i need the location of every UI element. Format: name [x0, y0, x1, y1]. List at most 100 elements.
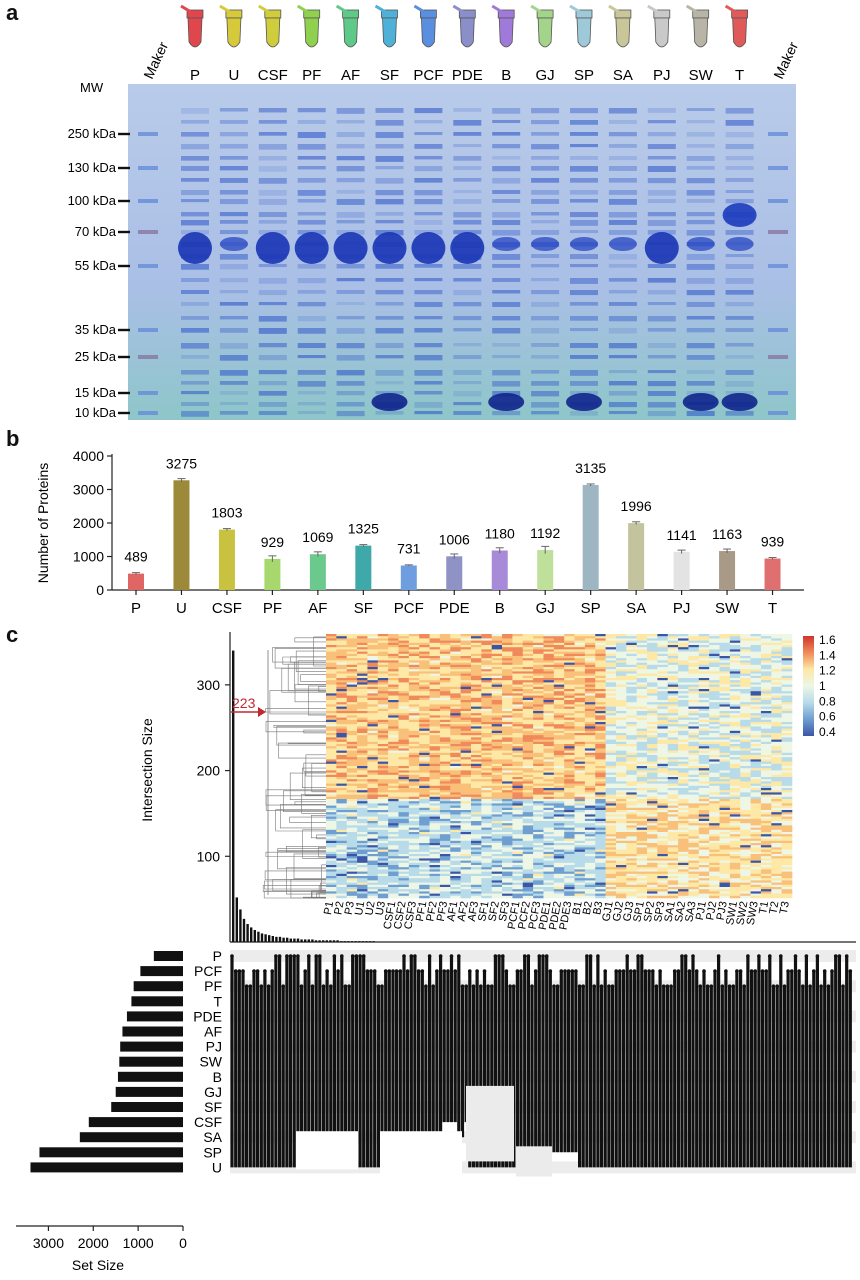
heatmap-cell — [512, 827, 524, 831]
heatmap-cell — [647, 761, 658, 765]
heatmap-cell — [470, 827, 482, 831]
heatmap-cell — [512, 779, 524, 782]
heatmap-cell — [760, 638, 772, 641]
heatmap-cell — [729, 636, 741, 639]
heatmap-cell — [491, 733, 503, 736]
heatmap-cell — [647, 642, 658, 646]
heatmap-cell — [740, 739, 751, 743]
heatmap-cell — [336, 651, 348, 655]
heatmap-cell — [584, 634, 596, 637]
heatmap-cell — [781, 695, 793, 699]
heatmap-cell — [326, 755, 337, 758]
heatmap-cell — [553, 799, 565, 802]
heatmap-cell — [543, 673, 555, 677]
heatmap-cell — [398, 763, 410, 767]
heatmap-cell — [574, 662, 586, 666]
heatmap-cell — [657, 653, 669, 657]
heatmap-cell — [408, 785, 420, 789]
heatmap-cell — [564, 680, 575, 683]
heatmap-cell — [346, 829, 358, 833]
heatmap-cell — [522, 656, 534, 659]
heatmap-cell — [491, 763, 503, 767]
heatmap-cell — [688, 645, 700, 648]
heatmap-cell — [346, 746, 358, 749]
heatmap-cell — [419, 697, 430, 701]
heatmap-cell — [615, 768, 627, 771]
heatmap-cell — [450, 744, 461, 747]
lane-band — [608, 278, 637, 282]
heatmap-cell — [740, 781, 751, 784]
heatmap-cell — [512, 662, 524, 666]
heatmap-cell — [336, 728, 348, 732]
heatmap-cell — [533, 719, 544, 723]
intersection-bar — [322, 940, 325, 942]
heatmap-cell — [626, 748, 637, 751]
heatmap-cell — [667, 774, 679, 778]
heatmap-cell — [688, 785, 700, 789]
heatmap-cell — [533, 814, 544, 817]
heatmap-cell — [336, 750, 348, 754]
heatmap-cell — [439, 642, 451, 646]
heatmap-cell — [491, 739, 503, 743]
heatmap-cell — [346, 711, 358, 714]
heatmap-cell — [408, 741, 420, 745]
heatmap-cell — [491, 722, 503, 725]
heatmap-cell — [543, 840, 555, 844]
heatmap-cell — [388, 675, 399, 679]
heatmap-cell — [698, 755, 710, 758]
heatmap-cell — [771, 744, 782, 747]
heatmap-cell — [367, 678, 379, 681]
heatmap-cell — [657, 816, 669, 820]
heatmap-cell — [346, 803, 358, 806]
heatmap-cell — [553, 678, 565, 681]
heatmap-cell — [460, 827, 472, 831]
heatmap-cell — [781, 788, 793, 791]
heatmap-cell — [533, 763, 544, 767]
heatmap-cell — [615, 801, 627, 804]
heatmap-cell — [377, 781, 389, 784]
heatmap-cell — [326, 693, 337, 696]
heatmap-cell — [522, 768, 534, 771]
heatmap-cell — [346, 682, 358, 685]
heatmap-cell — [543, 812, 555, 815]
heatmap-cell — [678, 794, 689, 798]
heatmap-cell — [667, 689, 679, 692]
bar-value-label: 1069 — [302, 529, 333, 545]
heatmap-cell — [367, 700, 379, 703]
heatmap-cell — [636, 766, 648, 769]
heatmap-cell — [729, 686, 741, 690]
heatmap-cell — [647, 669, 658, 672]
heatmap-cell — [574, 634, 586, 637]
heatmap-cell — [522, 684, 534, 688]
heatmap-cell — [512, 825, 524, 828]
heatmap-cell — [574, 647, 586, 650]
heatmap-cell — [543, 768, 555, 771]
heatmap-cell — [595, 796, 606, 800]
heatmap-cell — [470, 755, 482, 758]
heatmap-cell — [470, 792, 482, 795]
heatmap-cell — [740, 801, 751, 804]
heatmap-cell — [357, 653, 368, 657]
lane-band — [414, 316, 443, 320]
heatmap-cell — [750, 735, 762, 738]
lane-band — [531, 402, 560, 408]
heatmap-cell — [346, 737, 358, 740]
heatmap-cell — [636, 708, 648, 712]
heatmap-cell — [626, 812, 637, 815]
heatmap-cell — [470, 673, 482, 677]
heatmap-cell — [740, 829, 751, 833]
heatmap-cell — [647, 726, 658, 729]
heatmap-cell — [760, 766, 772, 769]
heatmap-cell — [626, 783, 637, 787]
heatmap-cell — [657, 803, 669, 806]
heatmap-cell — [657, 750, 669, 754]
heatmap-cell — [481, 741, 492, 745]
heatmap-cell — [709, 834, 720, 837]
heatmap-cell — [336, 717, 348, 721]
heatmap-cell — [750, 695, 762, 699]
lane-band — [453, 120, 482, 126]
heatmap-cell — [698, 669, 710, 672]
heatmap-cell — [750, 647, 762, 650]
heatmap-cell — [388, 680, 399, 683]
heatmap-cell — [667, 737, 679, 740]
